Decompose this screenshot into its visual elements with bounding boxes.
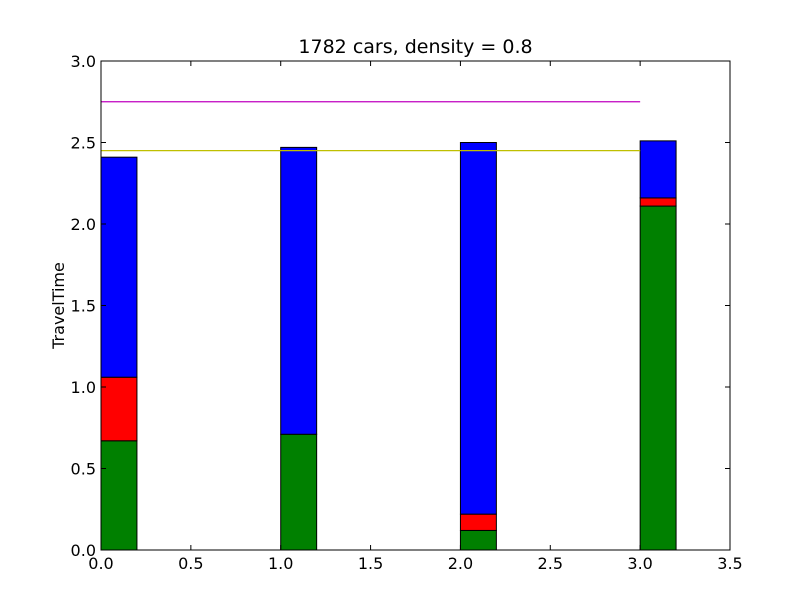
x-tick-label: 3.0 — [627, 554, 652, 573]
bar-segment-1-2 — [280, 146, 318, 435]
chart-title: 1782 cars, density = 0.8 — [298, 36, 532, 58]
bar-segment-2-0 — [459, 529, 497, 551]
x-tick-label: 2.0 — [448, 554, 473, 573]
y-tick-label: 0.5 — [71, 460, 96, 479]
y-tick-label: 1.5 — [71, 297, 96, 316]
x-ticks-layer: 0.0 0.5 1.0 1.5 2.0 2.5 3.0 3.5 — [88, 61, 743, 573]
x-tick-label: 1.0 — [268, 554, 293, 573]
x-tick-label: 1.5 — [358, 554, 383, 573]
x-tick-label: 2.5 — [538, 554, 563, 573]
y-tick-label: 0.0 — [71, 541, 96, 560]
bar-segment-2-1 — [459, 513, 497, 531]
y-ticks-layer: 0.0 0.5 1.0 1.5 2.0 2.5 3.0 — [71, 52, 730, 560]
bar-segment-3-0 — [639, 205, 677, 551]
bar-segment-0-2 — [100, 156, 138, 378]
y-tick-label: 2.5 — [71, 134, 96, 153]
y-tick-label: 2.0 — [71, 215, 96, 234]
x-tick-label: 0.0 — [88, 554, 113, 573]
bar-segment-3-1 — [639, 197, 677, 207]
bar-segment-3-2 — [639, 140, 677, 199]
bar-segment-2-2 — [459, 142, 497, 515]
bar-segment-1-0 — [280, 433, 318, 551]
y-tick-label: 3.0 — [71, 52, 96, 71]
reference-lines-layer — [101, 101, 641, 152]
bar-segment-0-1 — [100, 376, 138, 442]
bars-layer — [100, 140, 677, 551]
bar-segment-0-0 — [100, 440, 138, 551]
y-tick-label: 1.0 — [71, 378, 96, 397]
x-tick-label: 3.5 — [717, 554, 742, 573]
x-tick-label: 0.5 — [178, 554, 203, 573]
y-axis-label: TravelTime — [49, 262, 68, 350]
plot-background — [101, 61, 730, 550]
